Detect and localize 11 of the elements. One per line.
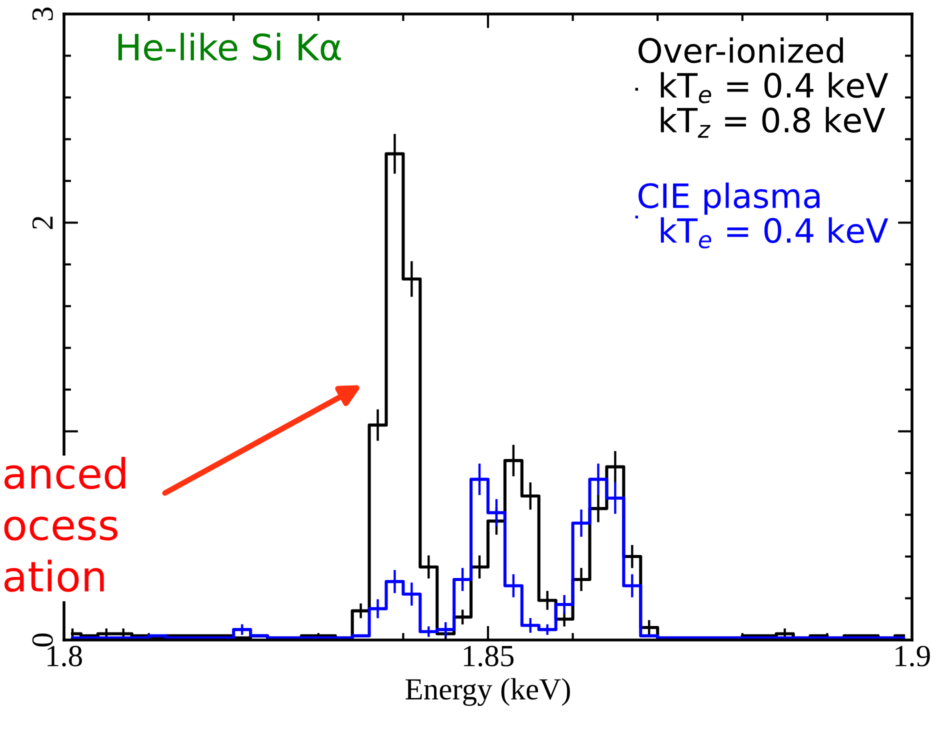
- x-tick-label: 1.8: [48, 646, 82, 666]
- annotation: anced ocess ation: [4, 456, 126, 592]
- legend-label: CIE plasma kT$_{e}$ = 0.4 keV: [638, 182, 888, 248]
- y-tick-label: 0: [32, 634, 53, 646]
- y-tick-label: 2: [32, 216, 53, 229]
- annotation: He-like Si Kα: [118, 32, 341, 61]
- x-axis-title: Energy (keV): [406, 678, 570, 706]
- x-tick-label: 1.85: [464, 646, 514, 666]
- legend-label: Over-ionized kT$_{e}$ = 0.4 keV kT$_{z}$ = 0.8 keV: [638, 37, 888, 138]
- y-tick-label: 3: [32, 8, 53, 20]
- x-tick-label: 1.9: [896, 646, 930, 666]
